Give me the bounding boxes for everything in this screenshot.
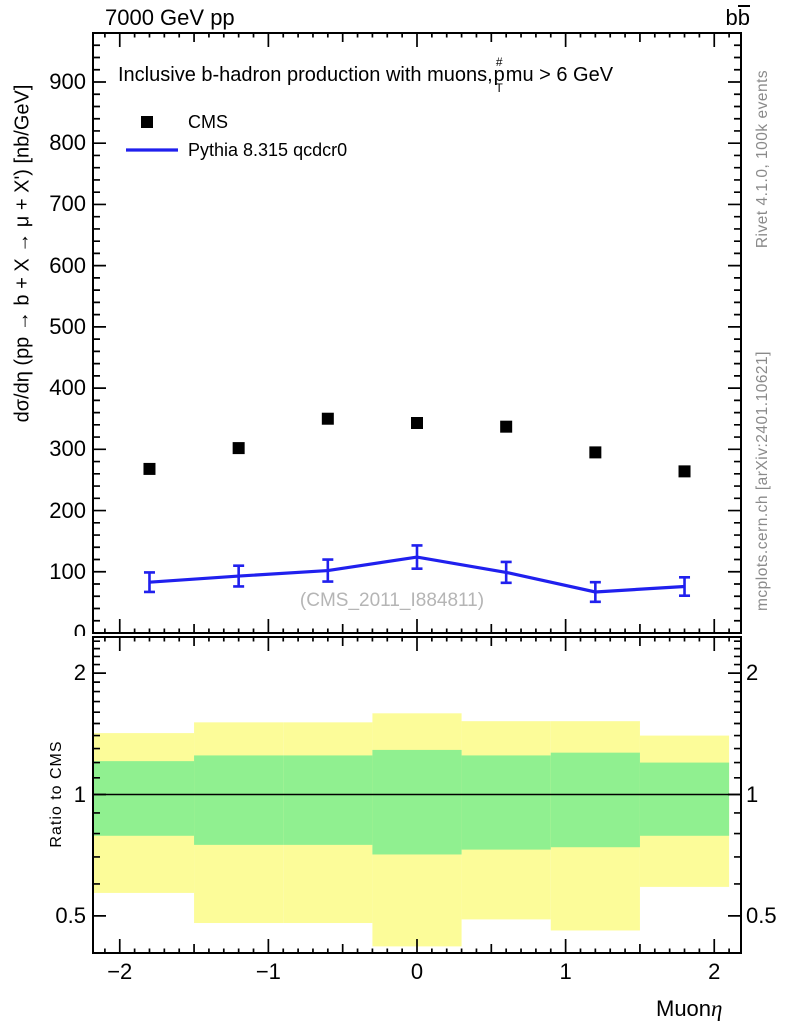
x-axis-title: Muonη (656, 996, 722, 1022)
x-axis-title-eta: η (711, 996, 723, 1021)
plot-title-prefix: Inclusive b-hadron production with muons… (118, 64, 493, 86)
cms-data-point (411, 417, 423, 429)
main-y-tick-label: 500 (49, 313, 86, 339)
main-y-tick-label: 600 (49, 252, 86, 278)
ratio-y-tick-label-left: 1 (73, 781, 86, 807)
rivet-version-note: Rivet 4.1.0, 100k events (754, 69, 771, 249)
x-tick-label: 0 (410, 959, 424, 984)
main-y-tick-label: 800 (49, 130, 86, 156)
cms-data-point (678, 465, 691, 478)
collision-energy-label: 7000 GeV pp (105, 5, 235, 30)
legend-glyphs (126, 116, 178, 152)
main-y-tick-labels: 0 100 200 300 400 500 600 700 800 900 (0, 0, 90, 636)
cms-data-point (143, 462, 156, 475)
ratio-y-tick-label-right: 1 (746, 781, 759, 807)
pt-base: p (493, 64, 505, 86)
legend-label-cms: CMS (188, 112, 228, 132)
main-y-tick-label: 900 (49, 68, 86, 94)
pt-symbol: # p T (493, 55, 505, 95)
x-tick-label: 2 (708, 959, 721, 984)
x-tick-label: −1 (255, 959, 281, 984)
cms-data-points (143, 412, 691, 478)
main-y-tick-label: 400 (49, 375, 86, 401)
cms-data-point (589, 446, 602, 459)
main-y-tick-label: 100 (49, 558, 86, 584)
process-label: bb (715, 5, 750, 31)
ratio-y-tick-label-right: 2 (746, 660, 759, 686)
analysis-watermark: (CMS_2011_I884811) (299, 590, 485, 611)
ratio-y-tick-label-right: 0.5 (746, 902, 777, 928)
plot-title: Inclusive b-hadron production with muons… (118, 55, 614, 95)
mcplots-reference-note: mcplots.cern.ch [arXiv:2401.10621] (754, 351, 771, 611)
x-tick-label: −2 (107, 959, 133, 984)
main-y-tick-label: 700 (49, 191, 86, 217)
ratio-y-tick-label-left: 0.5 (55, 902, 86, 928)
cms-data-point (232, 442, 245, 455)
cms-data-point (321, 412, 334, 425)
pythia-line-series (143, 544, 691, 604)
process-bbar: b (737, 5, 750, 30)
axis-ticks (93, 33, 741, 953)
main-y-tick-label: 200 (49, 497, 86, 523)
ratio-green-band (93, 749, 730, 855)
x-tick-label: 1 (559, 959, 572, 984)
plot-title-suffix: mu > 6 GeV (505, 64, 614, 86)
cms-data-point (500, 420, 513, 433)
pt-superscript: # (495, 55, 503, 69)
pt-subscript: T (495, 81, 503, 95)
legend-label-pythia: Pythia 8.315 qcdcr0 (188, 140, 348, 160)
main-y-tick-label: 0 (73, 620, 86, 637)
ratio-y-tick-label-left: 2 (73, 660, 86, 686)
main-y-tick-label: 300 (49, 436, 86, 462)
x-axis-title-word: Muon (656, 996, 712, 1021)
process-b: b (725, 5, 738, 30)
legend-marker-cms (141, 116, 153, 128)
